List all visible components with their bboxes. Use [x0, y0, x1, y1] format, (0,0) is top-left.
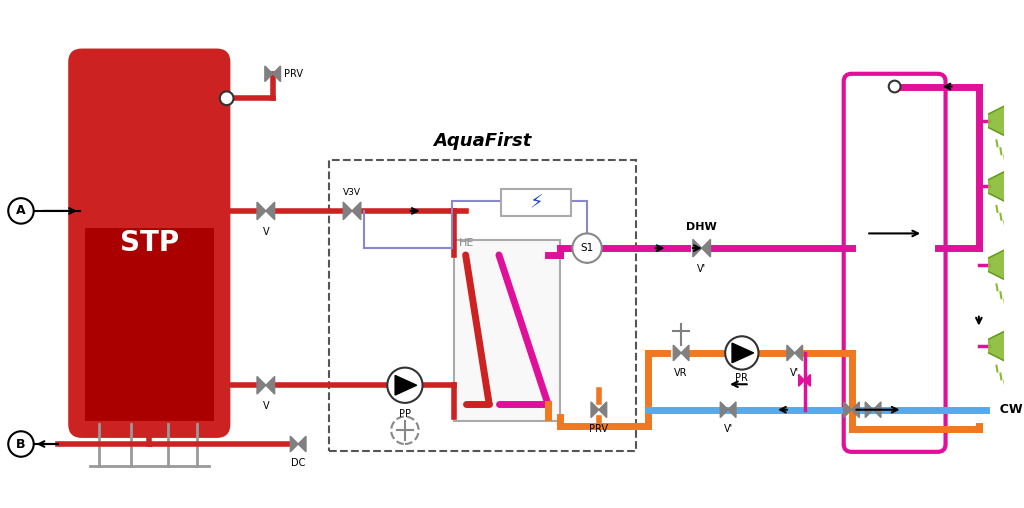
Polygon shape: [799, 374, 805, 386]
Text: PRV: PRV: [285, 69, 303, 79]
Text: DHW: DHW: [686, 223, 717, 233]
Text: HE: HE: [459, 238, 474, 248]
Bar: [501, 189, 571, 216]
Circle shape: [725, 336, 759, 370]
Text: PR: PR: [735, 372, 749, 383]
Circle shape: [8, 198, 34, 224]
Bar: [454, 240, 560, 422]
Text: V': V': [791, 368, 800, 377]
Circle shape: [889, 81, 900, 92]
Polygon shape: [352, 202, 360, 220]
Bar: [330, 160, 636, 451]
Polygon shape: [257, 202, 266, 220]
Bar: [85, 228, 214, 422]
Polygon shape: [272, 66, 281, 82]
Polygon shape: [988, 105, 1007, 137]
Circle shape: [387, 368, 423, 403]
Text: B: B: [16, 437, 26, 451]
Polygon shape: [732, 343, 754, 363]
Polygon shape: [873, 402, 881, 418]
Text: AquaFirst: AquaFirst: [433, 132, 531, 150]
Text: PP: PP: [399, 409, 411, 419]
Polygon shape: [988, 249, 1007, 280]
Text: V': V': [724, 424, 733, 434]
Polygon shape: [701, 239, 711, 257]
Polygon shape: [257, 376, 266, 394]
Polygon shape: [720, 402, 728, 418]
Polygon shape: [395, 375, 417, 395]
Text: PRV: PRV: [590, 424, 608, 434]
Polygon shape: [728, 402, 736, 418]
Circle shape: [220, 91, 233, 105]
Text: S1: S1: [581, 243, 594, 253]
Polygon shape: [805, 374, 810, 386]
Polygon shape: [343, 202, 352, 220]
Text: V': V': [697, 264, 707, 274]
Polygon shape: [988, 171, 1007, 202]
Circle shape: [572, 234, 602, 263]
Text: DC: DC: [291, 458, 305, 468]
Polygon shape: [693, 239, 701, 257]
Text: V3V: V3V: [343, 188, 361, 197]
Circle shape: [8, 431, 34, 457]
Polygon shape: [786, 345, 795, 361]
Text: STP: STP: [120, 229, 179, 257]
Polygon shape: [266, 376, 274, 394]
Polygon shape: [266, 202, 274, 220]
FancyBboxPatch shape: [844, 74, 945, 452]
Text: ⚡: ⚡: [529, 193, 543, 212]
Polygon shape: [265, 66, 272, 82]
FancyBboxPatch shape: [70, 50, 228, 436]
Polygon shape: [795, 345, 803, 361]
Polygon shape: [844, 402, 852, 418]
Polygon shape: [673, 345, 681, 361]
Polygon shape: [852, 402, 859, 418]
Text: V: V: [262, 401, 269, 411]
Text: V: V: [262, 227, 269, 237]
Text: VR: VR: [675, 368, 688, 377]
Polygon shape: [298, 436, 306, 452]
Text: CW: CW: [990, 403, 1022, 416]
Polygon shape: [291, 436, 298, 452]
Polygon shape: [988, 330, 1007, 362]
Text: A: A: [16, 204, 26, 217]
Polygon shape: [681, 345, 689, 361]
Polygon shape: [865, 402, 873, 418]
Polygon shape: [591, 402, 599, 418]
Polygon shape: [599, 402, 606, 418]
